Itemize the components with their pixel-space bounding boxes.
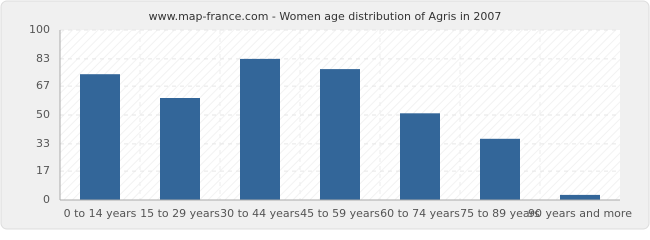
- x-tick-label: 60 to 74 years: [380, 207, 460, 220]
- bar: [400, 113, 440, 200]
- chart-title: www.map-france.com - Women age distribut…: [149, 10, 502, 23]
- bar: [80, 74, 120, 200]
- x-tick-label: 45 to 59 years: [300, 207, 380, 220]
- bar: [320, 69, 360, 200]
- y-tick-label: 83: [36, 52, 50, 65]
- y-tick-label: 100: [29, 23, 50, 36]
- x-tick-label: 75 to 89 years: [460, 207, 540, 220]
- x-tick-label: 15 to 29 years: [140, 207, 220, 220]
- y-tick-label: 33: [36, 137, 50, 150]
- y-tick-label: 17: [36, 164, 50, 177]
- bar: [160, 98, 200, 200]
- x-tick-label: 30 to 44 years: [220, 207, 300, 220]
- x-tick-label: 90 years and more: [528, 207, 632, 220]
- page: www.map-france.com - Women age distribut…: [0, 0, 650, 230]
- bar: [480, 138, 520, 200]
- x-tick-label: 0 to 14 years: [64, 207, 137, 220]
- y-tick-label: 0: [43, 193, 50, 206]
- bar: [560, 194, 600, 200]
- y-tick-label: 67: [36, 79, 50, 92]
- chart: www.map-france.com - Women age distribut…: [0, 0, 650, 230]
- y-tick-label: 50: [36, 108, 50, 121]
- bar: [240, 58, 280, 201]
